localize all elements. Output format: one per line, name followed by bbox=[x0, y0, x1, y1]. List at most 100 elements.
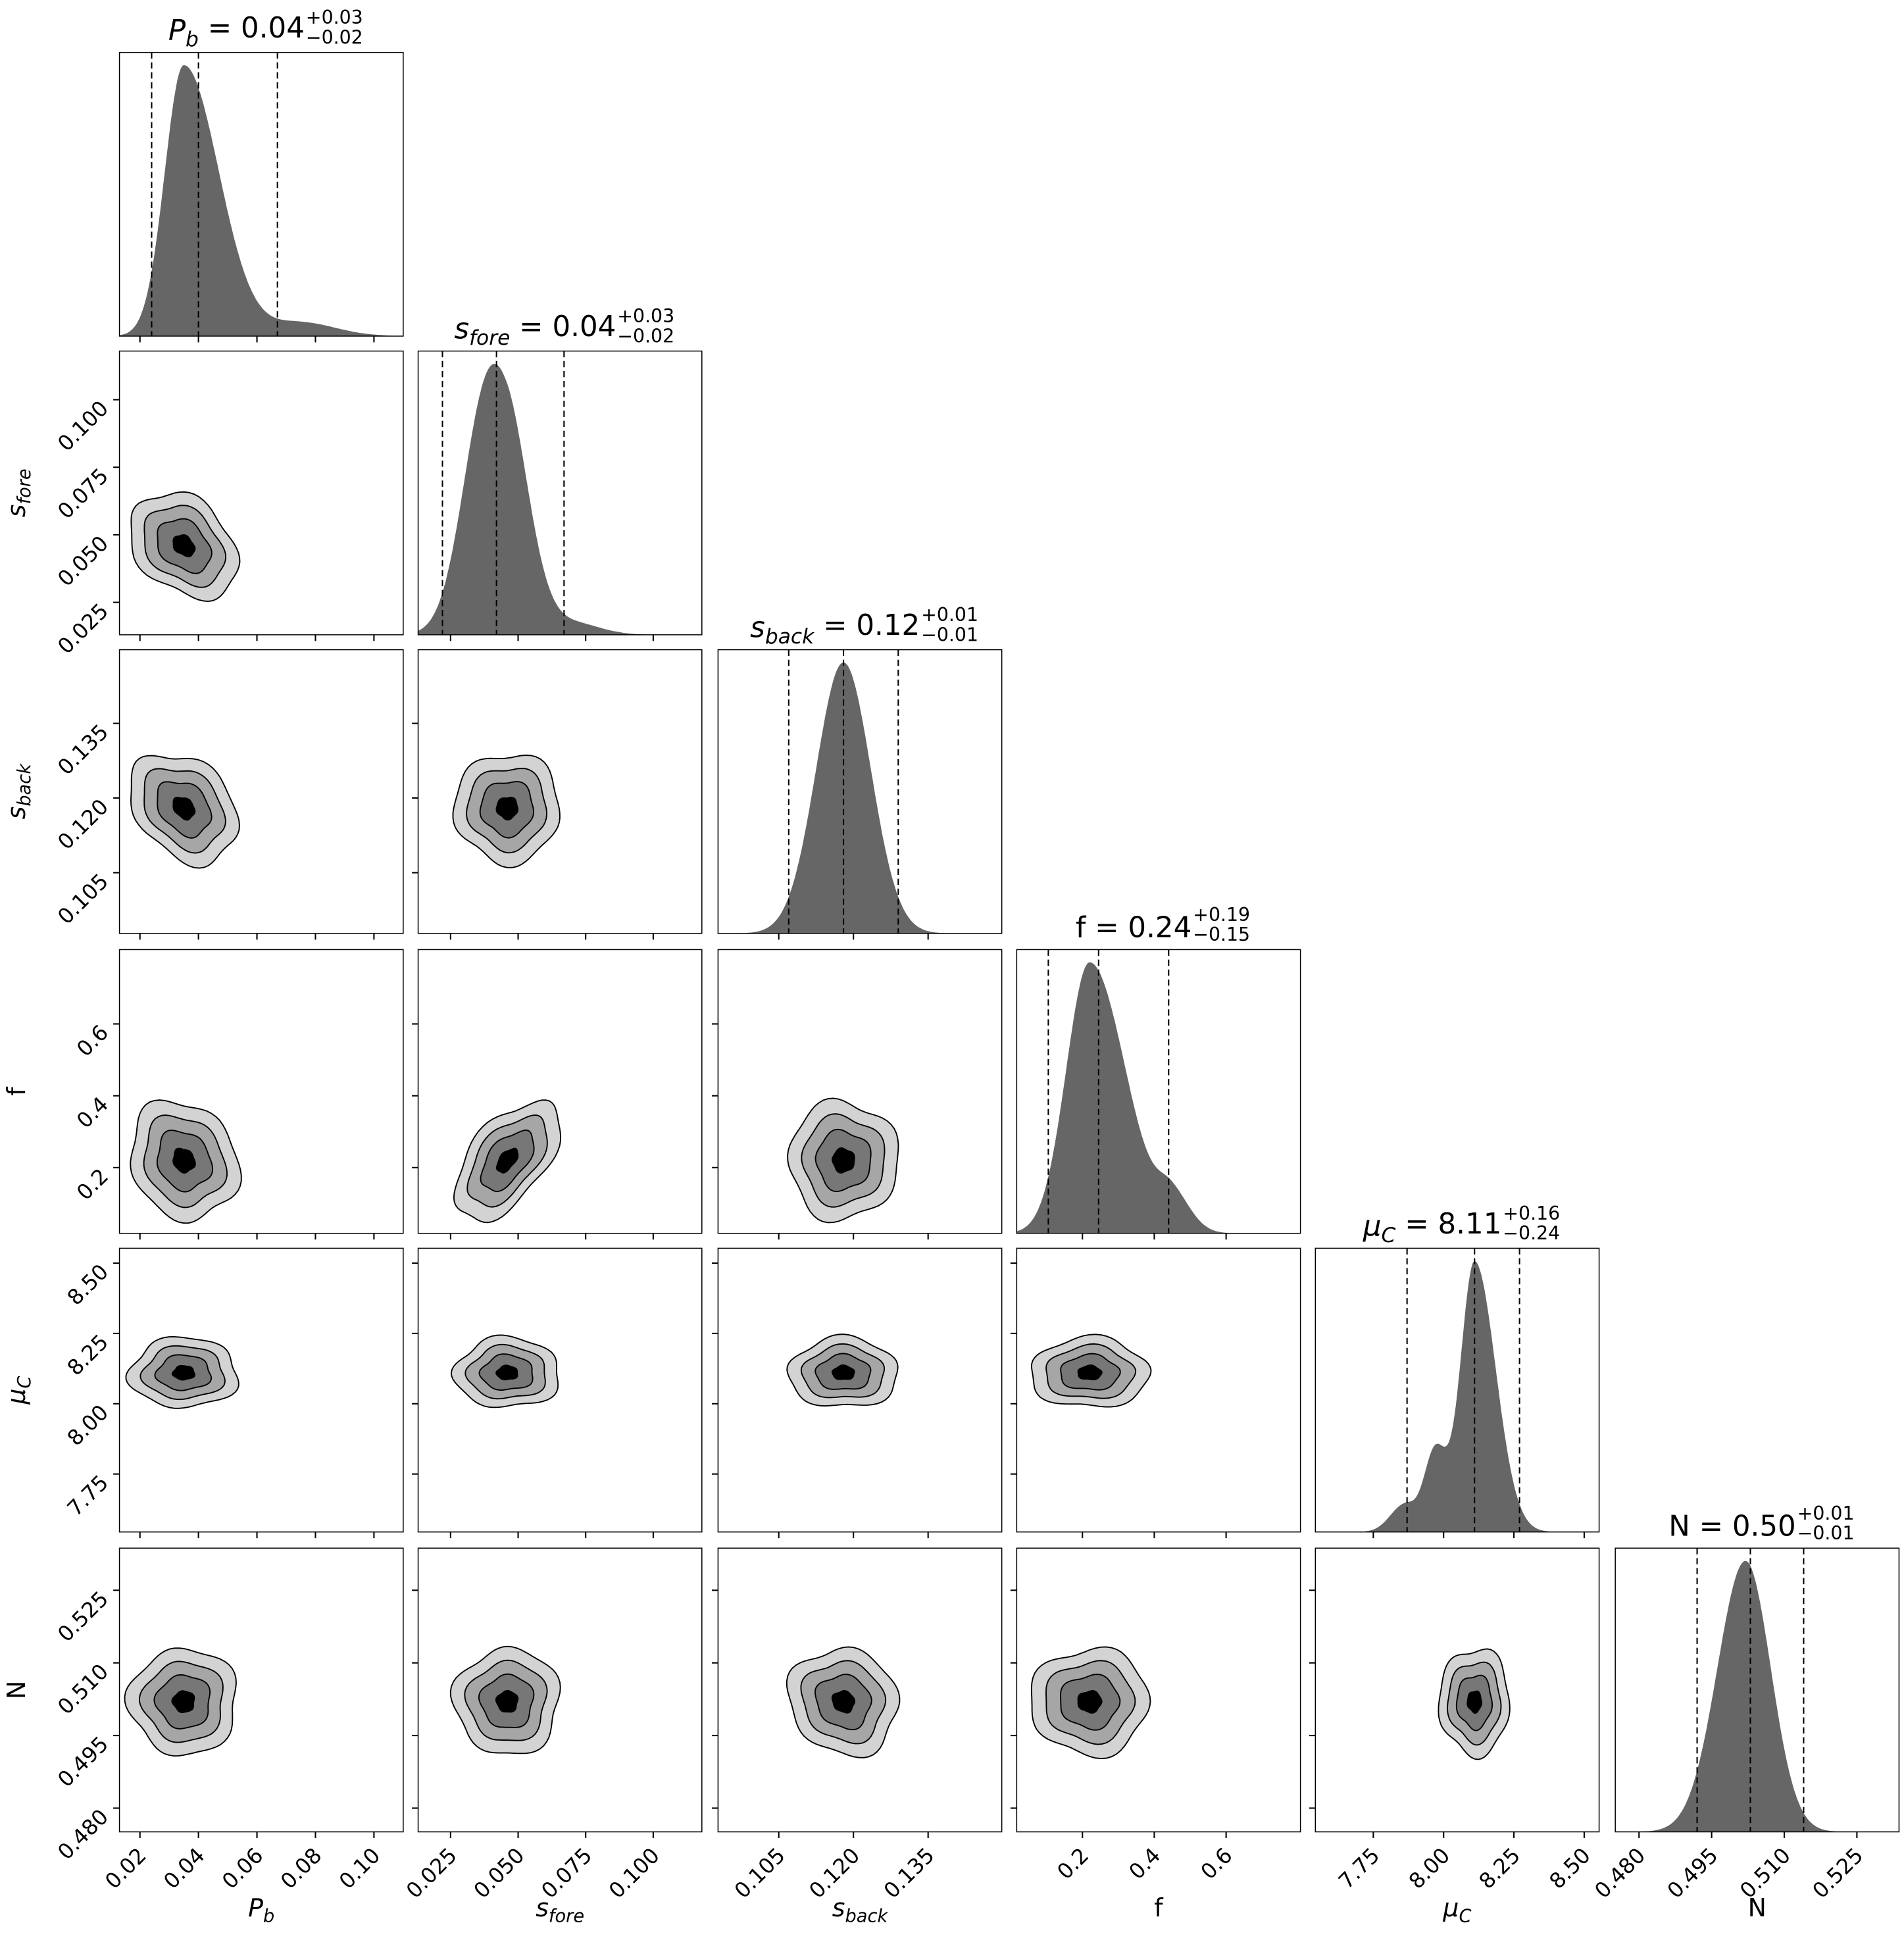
title-value: = 0.04 bbox=[510, 311, 616, 343]
contour-level-3 bbox=[172, 534, 196, 558]
x-tick-label: 0.025 bbox=[401, 1843, 462, 1903]
panel-frame bbox=[118, 350, 404, 636]
title-value: = 8.11 bbox=[1395, 1208, 1501, 1241]
contour-level-3 bbox=[832, 1147, 855, 1174]
x-axis-label-mu_C: μC bbox=[1442, 1893, 1471, 1926]
histogram-s_fore bbox=[418, 364, 702, 635]
y-tick-label: 0.510 bbox=[53, 1659, 113, 1720]
panel-frame bbox=[1315, 1247, 1600, 1533]
title-param-sub: back bbox=[765, 625, 815, 649]
panel-frame bbox=[118, 949, 404, 1234]
x-axis-label-s_back-sub: back bbox=[845, 1906, 889, 1926]
y-axis-label-mu_C-base: μ bbox=[2, 1389, 31, 1405]
y-axis-label-s_fore: sfore bbox=[2, 468, 35, 517]
x-tick-label: 0.10 bbox=[334, 1843, 385, 1893]
title-param-sub: C bbox=[1382, 1224, 1396, 1247]
x-axis-label-P_b: Pb bbox=[248, 1893, 274, 1926]
panel-frame bbox=[417, 949, 703, 1234]
y-tick-label: 8.00 bbox=[63, 1400, 113, 1451]
x-axis-label-s_fore: sfore bbox=[536, 1893, 584, 1926]
contour-panel-P_b-vs-mu_C: 7.75 8.00 8.25 8.50 bbox=[63, 1247, 404, 1539]
contour-panel-P_b-vs-s_fore: 0.025 0.050 0.075 0.100 bbox=[53, 350, 404, 659]
title-param: s bbox=[750, 612, 765, 645]
title-plus: +0.16 bbox=[1503, 1203, 1560, 1224]
y-axis-label-s_fore-base: s bbox=[2, 504, 31, 517]
contour-panel-f-vs-N: 0.2 0.4 0.6 bbox=[1010, 1547, 1301, 1884]
y-tick-label: 0.050 bbox=[53, 531, 113, 591]
panel-frame bbox=[1016, 1547, 1301, 1833]
title-plus: +0.03 bbox=[306, 7, 363, 28]
panel-frame bbox=[118, 1547, 404, 1833]
y-axis-label-s_back: sback bbox=[2, 763, 35, 820]
contour-level-3 bbox=[1466, 1690, 1482, 1714]
contour-panel-s_back-vs-f bbox=[711, 949, 1003, 1240]
title-minus: −0.02 bbox=[306, 26, 363, 48]
x-axis-label-s_back: sback bbox=[832, 1893, 889, 1926]
x-tick-label: 7.75 bbox=[1334, 1843, 1384, 1893]
title-N: N = 0.50 bbox=[1668, 1510, 1796, 1543]
histogram-N bbox=[1615, 1560, 1899, 1832]
panel-frame bbox=[118, 649, 404, 934]
panel-frame bbox=[1016, 949, 1301, 1234]
title-minus: −0.01 bbox=[1797, 1522, 1855, 1544]
contour-level-3 bbox=[495, 1364, 518, 1381]
title-minus: −0.01 bbox=[921, 624, 978, 645]
x-axis-label-N: N bbox=[1748, 1893, 1766, 1922]
panel-frame bbox=[417, 1547, 703, 1833]
y-tick-label: 0.025 bbox=[53, 599, 113, 659]
title-param: f bbox=[1076, 912, 1087, 945]
histogram-panel-s_fore: sfore = 0.04 +0.03−0.02 bbox=[417, 305, 703, 641]
contour-level-3 bbox=[495, 1689, 519, 1713]
x-tick-label: 8.25 bbox=[1474, 1843, 1525, 1893]
y-tick-label: 8.50 bbox=[63, 1259, 113, 1310]
contour-panel-s_back-vs-mu_C bbox=[711, 1247, 1003, 1539]
title-param: μ bbox=[1363, 1210, 1382, 1243]
panel-frame bbox=[717, 949, 1003, 1234]
y-axis-label-mu_C: μC bbox=[2, 1376, 35, 1405]
y-tick-label: 0.2 bbox=[72, 1164, 113, 1205]
x-tick-label: 0.4 bbox=[1124, 1843, 1165, 1884]
title-minus: −0.15 bbox=[1193, 924, 1250, 945]
y-tick-label: 0.075 bbox=[53, 463, 113, 524]
contour-panel-s_fore-vs-s_back bbox=[412, 649, 703, 940]
contour-level-3 bbox=[831, 1364, 855, 1380]
contour-level-3 bbox=[1077, 1689, 1103, 1714]
panel-frame bbox=[717, 1547, 1003, 1833]
title-P_b: Pb = 0.04 bbox=[168, 12, 305, 51]
x-axis-label-f-base: f bbox=[1154, 1893, 1164, 1922]
histogram-panel-N: N = 0.50 +0.01−0.010.480 0.495 0.510 0.525 bbox=[1590, 1503, 1900, 1903]
y-tick-label: 0.135 bbox=[53, 719, 113, 780]
title-minus: −0.24 bbox=[1503, 1222, 1560, 1244]
y-axis-label-N-base: N bbox=[2, 1681, 31, 1699]
x-axis-label-s_back-base: s bbox=[832, 1893, 845, 1922]
contour-panel-s_fore-vs-mu_C bbox=[412, 1247, 703, 1539]
contour-level-3 bbox=[831, 1689, 856, 1714]
panel-frame bbox=[417, 1247, 703, 1533]
y-tick-label: 0.6 bbox=[72, 1020, 113, 1061]
x-axis-label-P_b-sub: b bbox=[263, 1906, 274, 1926]
x-axis-label-mu_C-sub: C bbox=[1459, 1906, 1471, 1926]
title-f: f = 0.24 bbox=[1076, 912, 1191, 945]
x-tick-label: 0.2 bbox=[1052, 1843, 1093, 1884]
y-axis-label-f-base: f bbox=[2, 1086, 31, 1096]
panel-frame bbox=[417, 350, 703, 636]
title-value: = 0.24 bbox=[1086, 912, 1191, 945]
x-tick-label: 0.050 bbox=[469, 1843, 530, 1903]
y-axis-label-f: f bbox=[2, 1086, 31, 1096]
panel-frame bbox=[118, 1247, 404, 1533]
y-tick-label: 0.100 bbox=[53, 395, 113, 456]
contour-panel-s_back-vs-N: 0.105 0.120 0.135 bbox=[711, 1547, 1003, 1903]
contour-panel-s_fore-vs-f bbox=[412, 949, 703, 1240]
contour-panel-P_b-vs-f: 0.2 0.4 0.6 bbox=[72, 949, 404, 1240]
contour-level-3 bbox=[171, 1364, 195, 1381]
contour-level-3 bbox=[172, 797, 196, 821]
x-axis-label-s_fore-sub: fore bbox=[549, 1906, 584, 1926]
x-tick-label: 0.06 bbox=[217, 1843, 268, 1893]
histogram-s_back bbox=[718, 662, 1002, 934]
panel-frame bbox=[1615, 1547, 1900, 1833]
contour-panel-P_b-vs-N: 0.02 0.04 0.06 0.08 0.10 0.480 0.495 0.510 0.525 bbox=[53, 1547, 404, 1894]
histogram-panel-f: f = 0.24 +0.19−0.15 bbox=[1016, 904, 1301, 1240]
x-tick-label: 0.480 bbox=[1590, 1843, 1650, 1903]
x-axis-label-N-base: N bbox=[1748, 1893, 1766, 1922]
